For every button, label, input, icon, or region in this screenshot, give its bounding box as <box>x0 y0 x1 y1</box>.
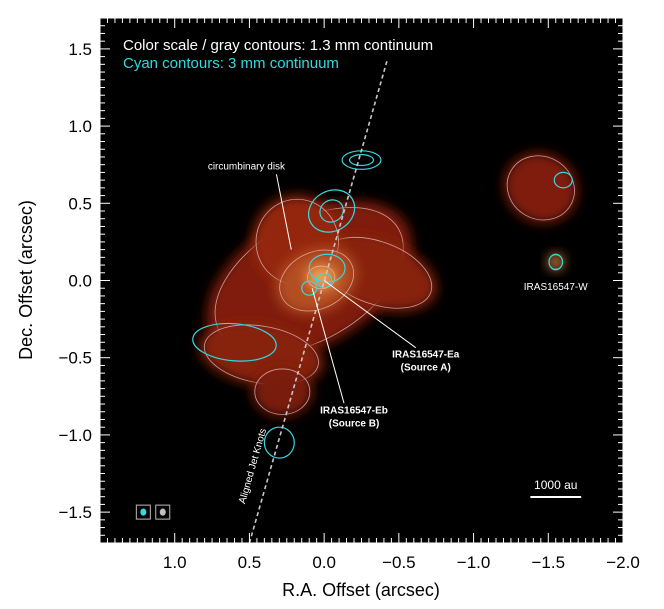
contour-3mm-6 <box>301 280 318 296</box>
contour-3mm-1 <box>348 154 375 167</box>
beam-box-1 <box>155 504 171 520</box>
y-tick-label: 0.0 <box>68 272 92 291</box>
annotation-text-circumbinary-0: circumbinary disk <box>208 161 286 172</box>
y-tick-label: 1.0 <box>68 117 92 136</box>
x-tick-label: 0.5 <box>238 553 262 572</box>
overlay-layer: 1000 au <box>135 478 582 520</box>
emission-1mm-blob-6 <box>252 366 313 417</box>
contour-3mm-9 <box>192 322 277 362</box>
scale-bar-label: 1000 au <box>534 478 577 492</box>
annotation-text-source-a-0: IRAS16547-Ea <box>392 350 460 361</box>
contour-3mm-4 <box>308 253 346 283</box>
contours-3mm-layer <box>192 150 573 459</box>
x-tick-label: −0.5 <box>382 553 416 572</box>
contour-3mm-2 <box>308 189 356 233</box>
x-tick-label: −2.0 <box>606 553 640 572</box>
contour-3mm-10 <box>553 171 573 189</box>
x-tick-label: 1.0 <box>163 553 187 572</box>
contour-3mm-3 <box>319 199 344 223</box>
contour-1mm-7 <box>506 155 575 221</box>
annotations-layer: circumbinary disk IRAS16547-Ea (Source A) I… <box>208 161 588 429</box>
y-tick-label: −0.5 <box>58 349 92 368</box>
legend-line-3mm: Cyan contours: 3 mm continuum <box>123 55 339 72</box>
contour-1mm-6 <box>254 368 311 415</box>
contour-3mm-7 <box>548 253 564 271</box>
emission-1mm-layer <box>199 153 578 417</box>
y-tick-label: 1.5 <box>68 40 92 59</box>
beam-ellipse-1 <box>159 508 166 516</box>
emission-1mm-blob-7 <box>504 153 578 223</box>
annotation-text-west-0: IRAS16547-W <box>524 282 588 293</box>
y-axis-title: Dec. Offset (arcsec) <box>16 200 36 360</box>
tick-layer: 1.0 0.5 0.0 −0.5 −1.0 −1.5 −2.0 1.5 1.0 0.5 0.0 −0.… <box>58 18 640 572</box>
annotation-text-source-a-1: (Source A) <box>401 363 451 374</box>
contour-3mm-5 <box>316 272 333 289</box>
legend-line-1mm: Color scale / gray contours: 1.3 mm cont… <box>123 37 433 54</box>
x-tick-label: −1.5 <box>532 553 566 572</box>
contour-3mm-8 <box>263 426 295 459</box>
emission-1mm-blob-8 <box>548 254 564 270</box>
y-tick-label: −1.0 <box>58 426 92 445</box>
y-tick-label: −1.5 <box>58 503 92 522</box>
x-tick-label: −1.0 <box>457 553 491 572</box>
annotation-text-source-b-0: IRAS16547-Eb <box>320 405 388 416</box>
contour-1mm-5 <box>307 265 336 290</box>
annotation-pointer-source-b <box>311 288 345 404</box>
annotation-pointer-source-a <box>323 280 417 349</box>
x-axis-title: R.A. Offset (arcsec) <box>282 580 440 600</box>
annotation-text-source-b-1: (Source B) <box>329 418 380 429</box>
annotation-pointer-circumbinary <box>275 174 292 250</box>
contour-1mm-4 <box>279 249 354 312</box>
beam-box-0 <box>135 504 151 520</box>
y-tick-label: 0.5 <box>68 194 92 213</box>
x-tick-label: 0.0 <box>312 553 336 572</box>
beam-ellipse-0 <box>140 508 147 516</box>
